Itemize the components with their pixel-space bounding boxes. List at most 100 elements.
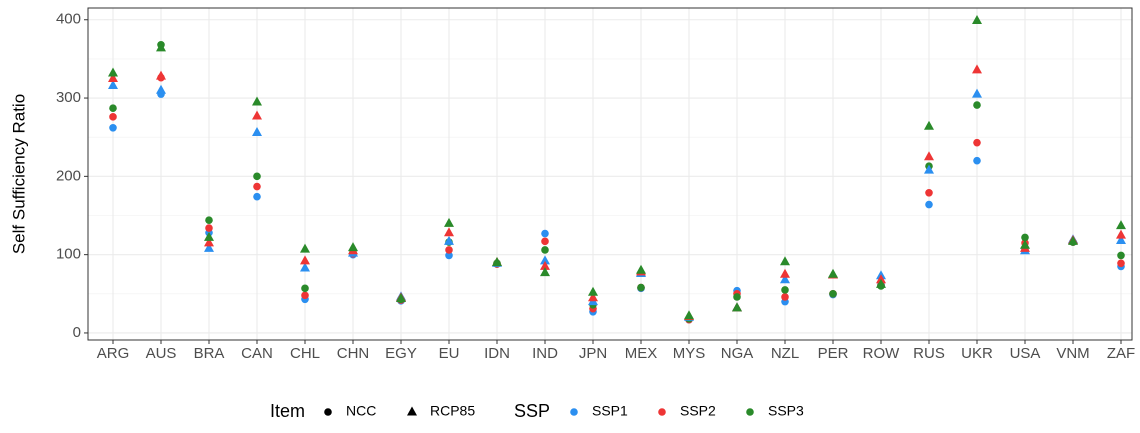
x-tick-label: NZL <box>771 345 799 362</box>
point <box>876 274 886 284</box>
point <box>925 200 933 209</box>
legend-title: SSP <box>514 401 550 421</box>
legend-key <box>658 408 666 416</box>
legend-label: RCP85 <box>430 403 475 419</box>
x-tick-label: NGA <box>721 345 754 362</box>
point <box>1117 251 1125 260</box>
point <box>253 192 261 201</box>
x-tick-label: CHL <box>290 345 320 362</box>
panel-border <box>87 7 1133 341</box>
legend-label: SSP3 <box>768 403 804 419</box>
point <box>252 110 262 120</box>
x-tick-label: EU <box>439 345 460 362</box>
point <box>253 182 261 191</box>
legend-title: Item <box>270 401 305 421</box>
point <box>733 293 741 301</box>
point <box>444 217 454 227</box>
x-tick-label: IND <box>532 345 558 362</box>
legend-key <box>570 408 578 416</box>
point <box>636 264 646 274</box>
point <box>301 284 309 293</box>
y-tick-label: 200 <box>56 167 81 184</box>
point <box>1068 235 1078 245</box>
x-tick-label: CAN <box>241 345 273 362</box>
point <box>540 267 550 277</box>
point <box>973 138 981 147</box>
legend-key <box>407 406 417 416</box>
x-tick-label: USA <box>1010 345 1041 362</box>
y-tick-label: 300 <box>56 89 81 106</box>
point <box>204 237 214 247</box>
point <box>684 310 694 320</box>
point <box>924 120 934 130</box>
x-tick-label: AUS <box>146 345 177 362</box>
x-tick-label: EGY <box>385 345 417 362</box>
point <box>156 70 166 80</box>
point <box>1116 229 1126 239</box>
x-tick-label: BRA <box>194 345 225 362</box>
point <box>1116 235 1126 245</box>
point <box>829 290 837 298</box>
point <box>109 124 117 132</box>
point <box>156 84 166 94</box>
point <box>156 42 166 52</box>
point <box>732 302 742 312</box>
legend-key <box>324 408 332 416</box>
point <box>780 268 790 278</box>
point <box>348 242 358 252</box>
x-tick-label: IDN <box>484 345 510 362</box>
legend-label: SSP1 <box>592 403 628 419</box>
y-tick-label: 0 <box>73 324 81 341</box>
point <box>925 188 933 197</box>
y-tick-label: 100 <box>56 246 81 263</box>
point <box>972 64 982 74</box>
point <box>1117 259 1125 268</box>
point <box>300 243 310 253</box>
point <box>109 113 117 121</box>
point <box>300 262 310 272</box>
point <box>396 293 406 302</box>
point <box>828 268 838 278</box>
point <box>444 227 454 237</box>
point <box>972 15 982 25</box>
x-tick-label: MYS <box>673 345 706 362</box>
point <box>588 286 598 296</box>
y-tick-label: 400 <box>56 11 81 28</box>
point <box>588 292 598 302</box>
point <box>541 246 549 254</box>
point <box>492 256 502 266</box>
point <box>924 164 934 174</box>
point <box>301 291 309 300</box>
point <box>252 127 262 136</box>
point <box>1021 233 1029 242</box>
x-tick-label: UKR <box>961 345 993 362</box>
legend-label: SSP2 <box>680 403 716 419</box>
x-tick-label: RUS <box>913 345 945 362</box>
x-tick-label: JPN <box>579 345 607 362</box>
point <box>780 274 790 284</box>
x-tick-label: ZAF <box>1107 345 1135 362</box>
point <box>108 67 118 77</box>
point <box>924 151 934 161</box>
legend-key <box>746 408 754 416</box>
point <box>205 224 213 232</box>
point <box>1020 239 1030 249</box>
x-tick-label: VNM <box>1056 345 1089 362</box>
point <box>445 251 453 260</box>
point <box>541 229 549 238</box>
point <box>1116 220 1126 230</box>
point <box>541 237 549 246</box>
point <box>445 246 453 254</box>
point <box>109 104 117 113</box>
point <box>973 156 981 165</box>
point <box>781 286 789 294</box>
x-tick-label: MEX <box>625 345 658 362</box>
point <box>300 255 310 265</box>
point <box>972 88 982 98</box>
x-tick-label: PER <box>818 345 849 362</box>
point <box>108 72 118 82</box>
x-tick-label: ROW <box>863 345 901 362</box>
point <box>444 235 454 245</box>
point <box>540 260 550 270</box>
